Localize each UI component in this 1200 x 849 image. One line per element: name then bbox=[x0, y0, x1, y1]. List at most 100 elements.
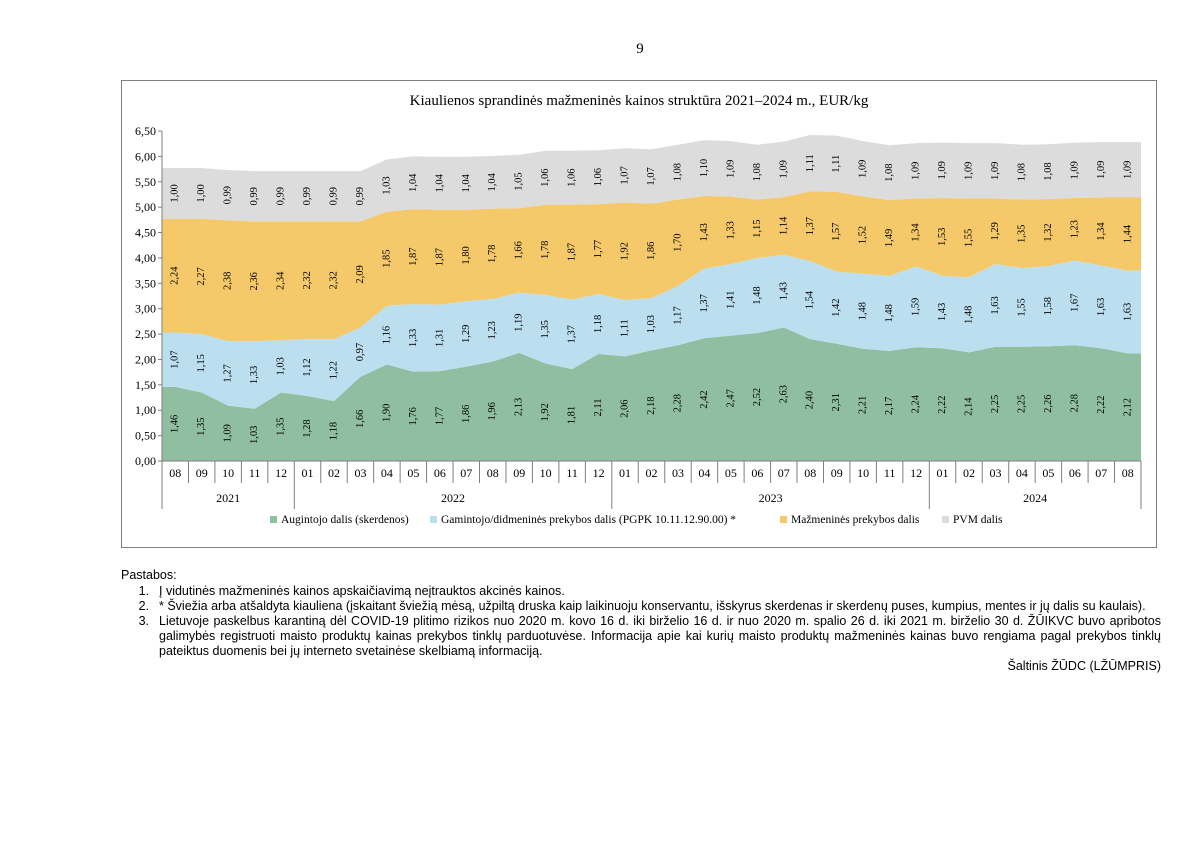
data-label: 1,85 bbox=[381, 249, 392, 267]
year-label: 2022 bbox=[441, 491, 465, 505]
note-item: 3. Lietuvoje paskelbus karantiną dėl COV… bbox=[121, 614, 1161, 659]
y-tick-label: 1,50 bbox=[135, 378, 156, 392]
data-label: 1,07 bbox=[170, 351, 181, 369]
data-label: 1,55 bbox=[1016, 298, 1027, 316]
data-label: 1,33 bbox=[408, 329, 419, 347]
data-label: 1,05 bbox=[514, 172, 525, 190]
data-label: 2,25 bbox=[1016, 395, 1027, 413]
data-label: 1,33 bbox=[725, 221, 736, 239]
x-tick-label: 11 bbox=[249, 466, 261, 480]
data-label: 2,27 bbox=[196, 267, 207, 285]
data-label: 1,12 bbox=[302, 358, 313, 376]
data-label: 1,77 bbox=[593, 240, 604, 258]
data-label: 1,43 bbox=[699, 223, 710, 241]
data-label: 1,48 bbox=[884, 304, 895, 322]
note-text: * Šviežia arba atšaldyta kiauliena (įska… bbox=[159, 599, 1146, 613]
chart-title: Kiaulienos sprandinės mažmeninės kainos … bbox=[409, 93, 869, 109]
data-label: 1,04 bbox=[487, 172, 498, 191]
data-label: 2,14 bbox=[964, 397, 975, 416]
year-label: 2024 bbox=[1023, 491, 1047, 505]
data-label: 1,92 bbox=[620, 242, 631, 260]
data-label: 1,04 bbox=[434, 173, 445, 192]
data-label: 1,09 bbox=[858, 160, 869, 178]
data-label: 2,24 bbox=[911, 394, 922, 413]
notes-section: Pastabos: 1. Į vidutinės mažmeninės kain… bbox=[121, 568, 1161, 674]
data-label: 1,53 bbox=[937, 228, 948, 246]
y-tick-label: 6,50 bbox=[135, 124, 156, 138]
data-label: 2,28 bbox=[672, 394, 683, 412]
y-tick-label: 0,50 bbox=[135, 429, 156, 443]
data-label: 2,25 bbox=[990, 395, 1001, 413]
x-tick-label: 11 bbox=[884, 466, 896, 480]
data-label: 2,06 bbox=[620, 400, 631, 418]
data-label: 1,09 bbox=[1122, 161, 1133, 179]
x-tick-label: 05 bbox=[407, 466, 419, 480]
data-label: 1,59 bbox=[911, 298, 922, 316]
data-label: 2,31 bbox=[831, 393, 842, 411]
data-label: 1,78 bbox=[487, 245, 498, 263]
data-label: 2,12 bbox=[1122, 398, 1133, 416]
data-label: 1,06 bbox=[540, 169, 551, 187]
data-label: 1,35 bbox=[196, 418, 207, 436]
data-label: 1,34 bbox=[1096, 222, 1107, 241]
data-label: 1,07 bbox=[646, 167, 657, 185]
x-tick-label: 03 bbox=[672, 466, 684, 480]
data-label: 1,66 bbox=[514, 241, 525, 259]
x-tick-label: 02 bbox=[646, 466, 658, 480]
data-label: 1,63 bbox=[1122, 303, 1133, 321]
legend-swatch bbox=[942, 516, 949, 523]
note-item: 2. * Šviežia arba atšaldyta kiauliena (į… bbox=[121, 599, 1161, 614]
x-tick-label: 03 bbox=[354, 466, 366, 480]
x-tick-label: 10 bbox=[222, 466, 234, 480]
data-label: 1,27 bbox=[223, 364, 234, 382]
data-label: 1,09 bbox=[990, 162, 1001, 180]
data-label: 1,07 bbox=[620, 166, 631, 184]
x-tick-label: 06 bbox=[434, 466, 446, 480]
data-label: 1,48 bbox=[752, 286, 763, 304]
data-label: 1,15 bbox=[752, 220, 763, 238]
legend-label: Mažmeninės prekybos dalis bbox=[791, 514, 920, 526]
data-label: 1,35 bbox=[1016, 225, 1027, 243]
legend-label: Gamintojo/didmeninės prekybos dalis (PGP… bbox=[441, 514, 736, 526]
data-label: 1,80 bbox=[461, 246, 472, 264]
data-label: 1,49 bbox=[884, 229, 895, 247]
data-label: 1,76 bbox=[408, 407, 419, 425]
data-label: 1,58 bbox=[1043, 297, 1054, 315]
data-label: 2,40 bbox=[805, 391, 816, 409]
data-label: 1,55 bbox=[964, 229, 975, 247]
y-tick-label: 4,50 bbox=[135, 226, 156, 240]
x-tick-label: 05 bbox=[725, 466, 737, 480]
data-label: 2,28 bbox=[1069, 394, 1080, 412]
data-label: 1,86 bbox=[646, 242, 657, 260]
data-label: 1,04 bbox=[408, 173, 419, 192]
x-tick-label: 08 bbox=[169, 466, 181, 480]
x-tick-label: 04 bbox=[381, 466, 393, 480]
y-tick-label: 0,00 bbox=[135, 454, 156, 468]
data-label: 1,42 bbox=[831, 298, 842, 316]
data-label: 0,99 bbox=[249, 187, 260, 205]
x-tick-label: 07 bbox=[460, 466, 472, 480]
y-tick-label: 6,00 bbox=[135, 149, 156, 163]
data-label: 1,87 bbox=[567, 243, 578, 261]
data-label: 1,09 bbox=[911, 162, 922, 180]
chart-frame: Kiaulienos sprandinės mažmeninės kainos … bbox=[121, 80, 1157, 548]
y-tick-label: 2,50 bbox=[135, 327, 156, 341]
data-label: 1,35 bbox=[540, 320, 551, 338]
data-label: 1,18 bbox=[328, 422, 339, 440]
data-label: 1,09 bbox=[1069, 161, 1080, 179]
data-label: 0,99 bbox=[355, 187, 366, 205]
x-tick-label: 10 bbox=[540, 466, 552, 480]
data-label: 2,22 bbox=[1096, 395, 1107, 413]
data-label: 1,06 bbox=[593, 168, 604, 186]
x-tick-label: 02 bbox=[963, 466, 975, 480]
data-label: 1,37 bbox=[567, 325, 578, 343]
x-tick-label: 02 bbox=[328, 466, 340, 480]
series-area-1 bbox=[162, 327, 1141, 461]
notes-title: Pastabos: bbox=[121, 568, 177, 582]
data-label: 1,54 bbox=[805, 290, 816, 309]
y-tick-label: 4,00 bbox=[135, 251, 156, 265]
data-label: 1,43 bbox=[778, 282, 789, 300]
data-label: 1,17 bbox=[672, 306, 683, 324]
data-label: 1,41 bbox=[725, 291, 736, 309]
data-label: 1,70 bbox=[672, 234, 683, 252]
